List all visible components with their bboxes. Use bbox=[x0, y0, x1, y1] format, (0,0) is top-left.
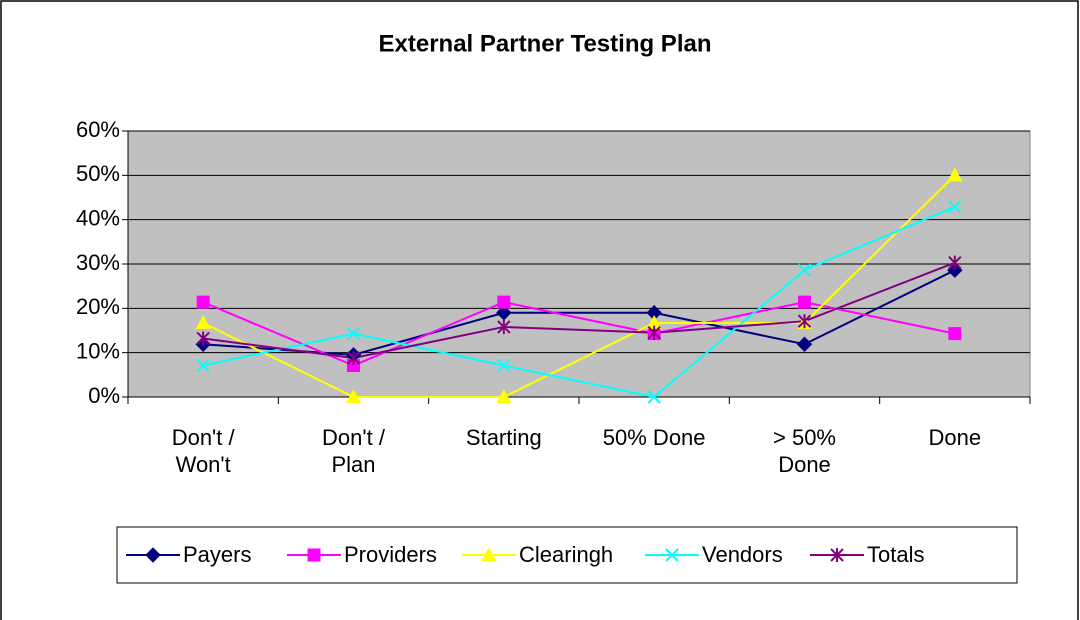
legend-label: Payers bbox=[183, 542, 251, 567]
marker bbox=[947, 167, 963, 182]
marker bbox=[145, 547, 161, 563]
marker bbox=[196, 358, 210, 373]
marker bbox=[497, 358, 511, 373]
marker bbox=[196, 331, 210, 346]
marker bbox=[647, 390, 661, 404]
marker bbox=[196, 295, 210, 309]
marker bbox=[346, 350, 361, 365]
legend-label: Vendors bbox=[702, 542, 783, 567]
x-tick-label: Don't / Won't bbox=[171, 425, 235, 477]
legend-label: Providers bbox=[344, 542, 437, 567]
marker bbox=[346, 326, 361, 341]
marker bbox=[195, 314, 211, 329]
legend-label: Clearingh bbox=[519, 542, 613, 567]
marker bbox=[496, 389, 512, 403]
marker bbox=[665, 548, 679, 562]
marker bbox=[346, 389, 361, 403]
legend-label: Totals bbox=[867, 542, 924, 567]
x-tick-label: > 50% Done bbox=[773, 425, 836, 477]
y-tick-label: 0% bbox=[88, 383, 120, 408]
marker bbox=[830, 548, 844, 562]
series-line bbox=[202, 205, 956, 399]
marker bbox=[948, 327, 962, 341]
y-tick-label: 30% bbox=[76, 250, 120, 275]
marker bbox=[307, 548, 321, 562]
y-tick-label: 20% bbox=[76, 294, 120, 319]
marker bbox=[647, 325, 661, 340]
marker bbox=[798, 295, 811, 309]
y-tick-label: 10% bbox=[76, 338, 120, 363]
marker bbox=[496, 305, 512, 321]
chart-title: External Partner Testing Plan bbox=[379, 30, 712, 57]
x-tick-label: Starting bbox=[465, 425, 542, 450]
marker bbox=[797, 314, 812, 329]
series-line bbox=[203, 269, 956, 356]
marker bbox=[646, 314, 662, 329]
legend-box bbox=[116, 526, 1018, 584]
marker bbox=[796, 336, 813, 352]
marker bbox=[497, 319, 511, 334]
series-line bbox=[202, 174, 956, 398]
y-tick-label: 40% bbox=[76, 205, 120, 230]
x-tick-label: Don't / Plan bbox=[322, 425, 385, 477]
x-tick-label: Done bbox=[928, 425, 982, 450]
marker bbox=[948, 255, 962, 270]
marker bbox=[797, 263, 812, 277]
series-line bbox=[203, 261, 956, 360]
y-tick-label: 50% bbox=[76, 161, 120, 186]
marker bbox=[497, 295, 511, 309]
x-tick-label: 50% Done bbox=[602, 425, 706, 450]
y-tick-label: 60% bbox=[76, 117, 120, 142]
marker bbox=[481, 547, 497, 561]
marker bbox=[948, 200, 962, 214]
